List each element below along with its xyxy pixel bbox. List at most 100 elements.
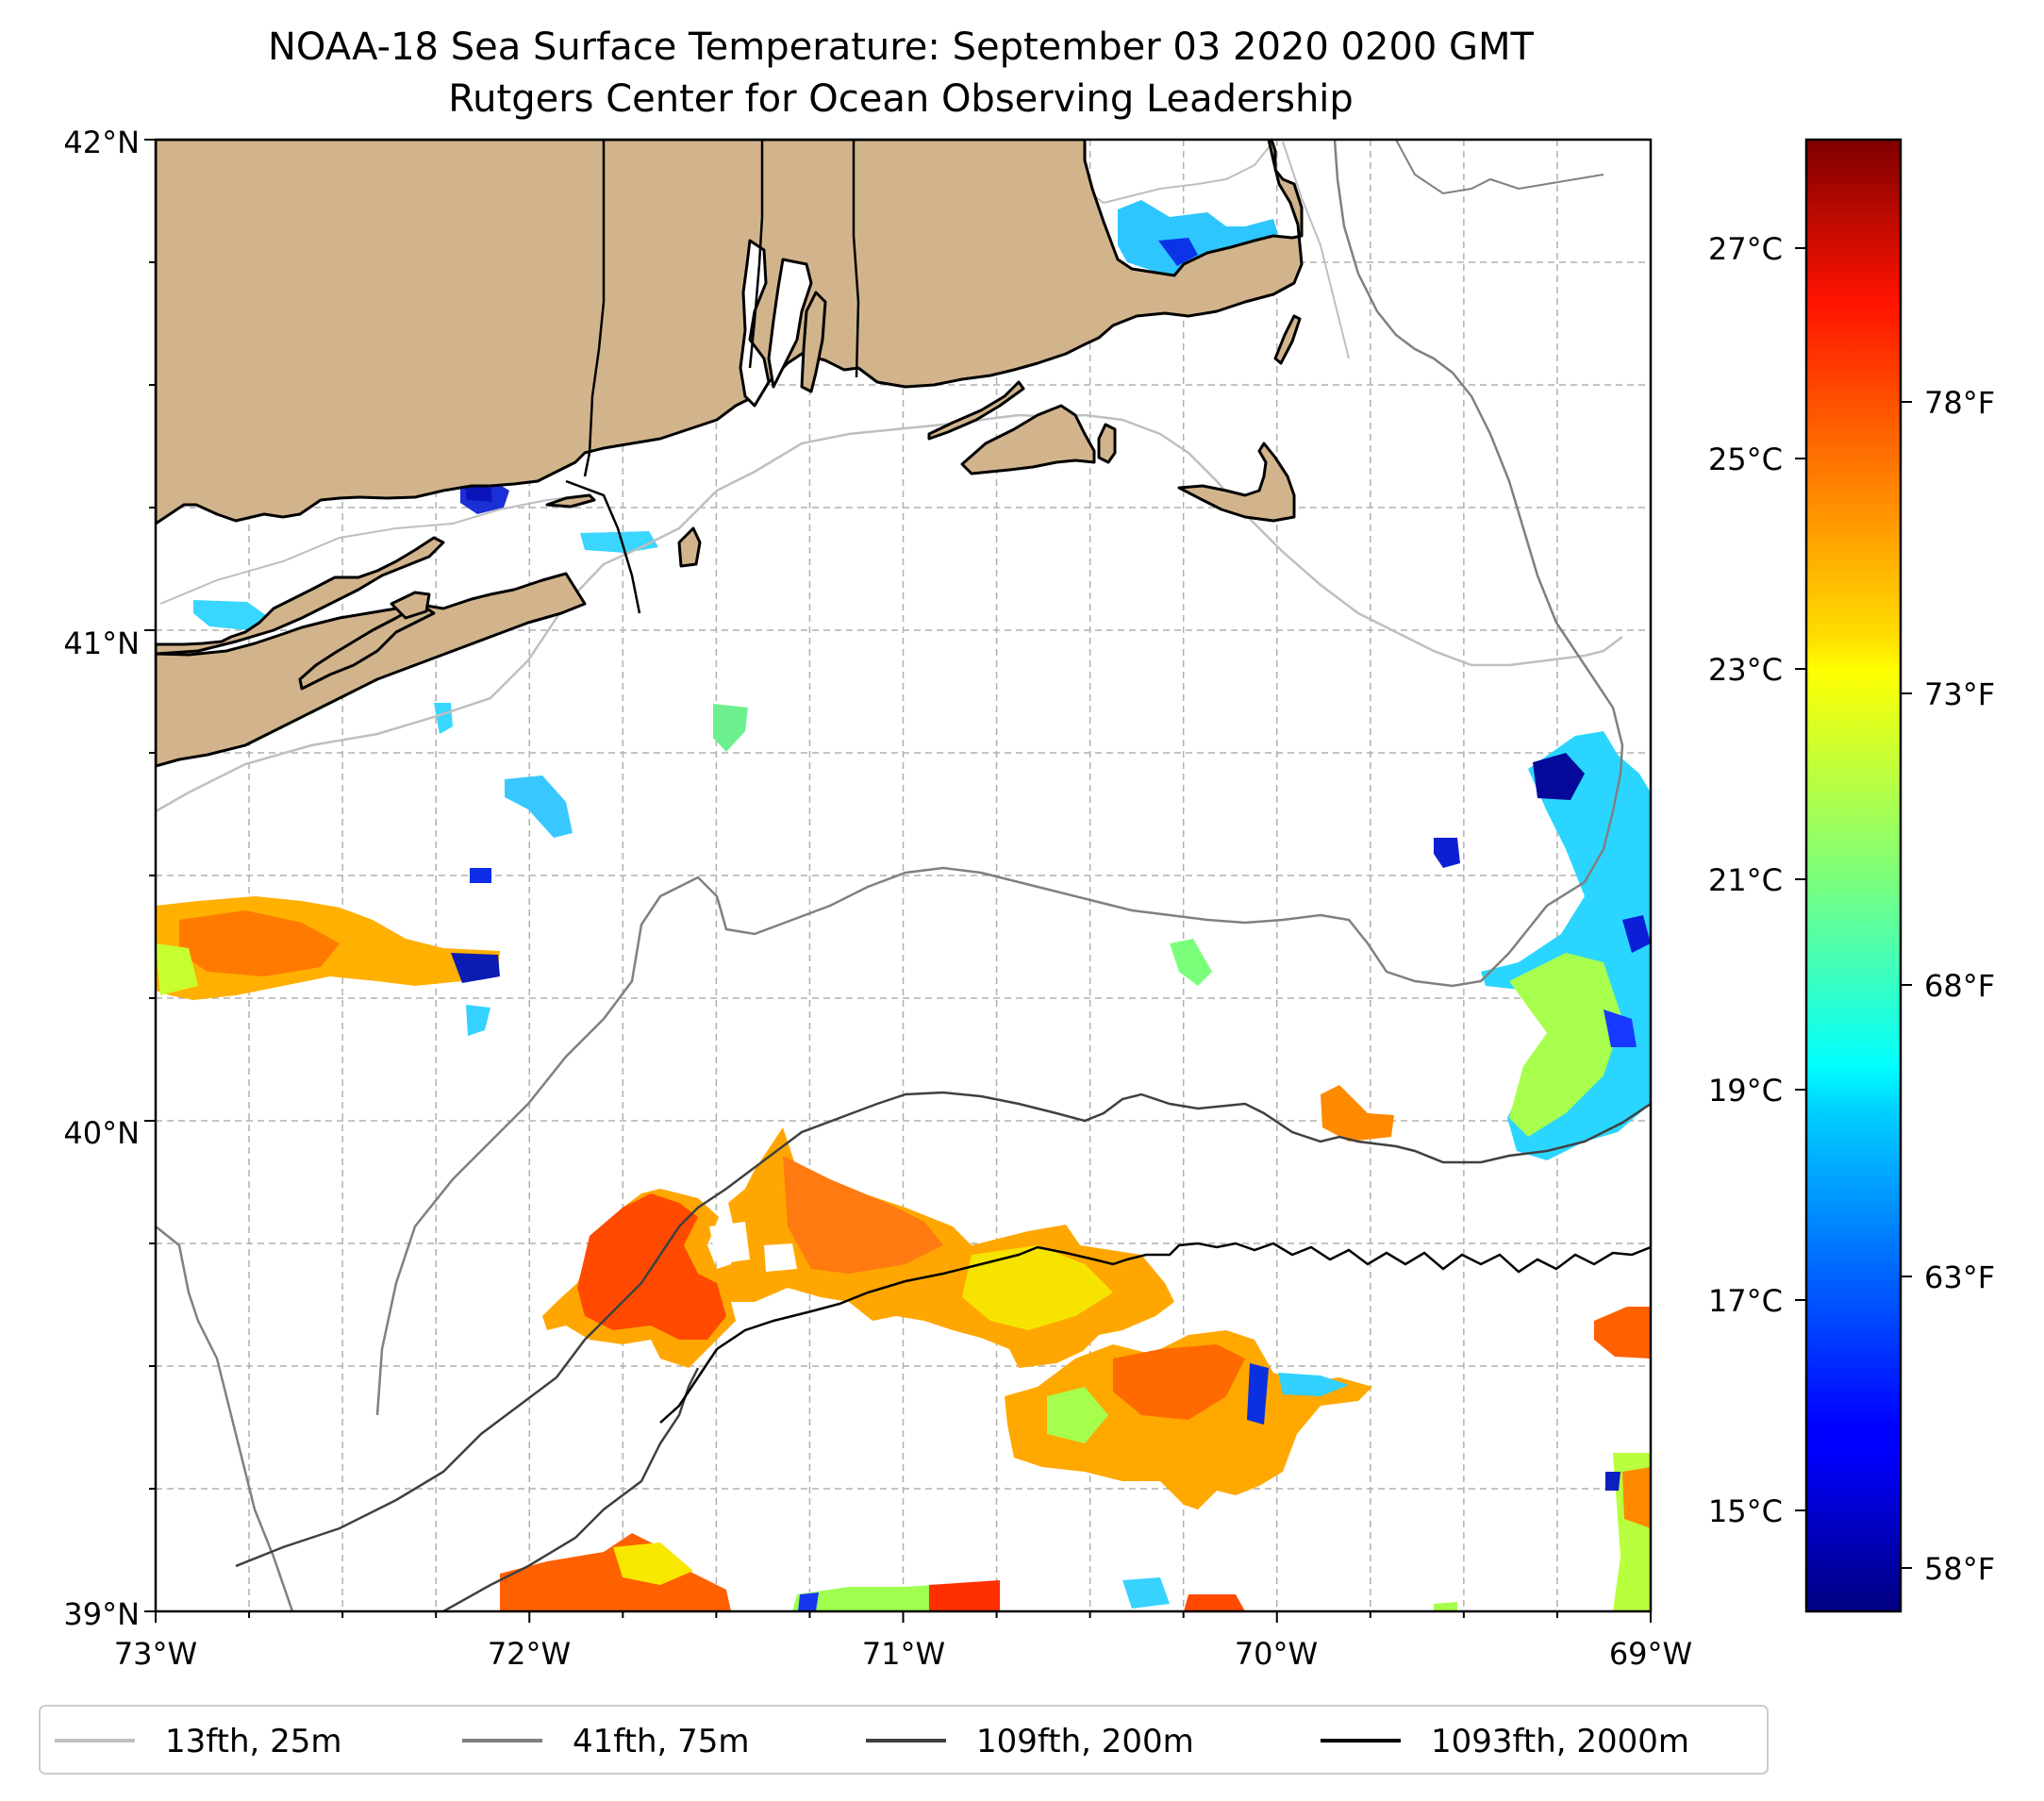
sst-patch-right-warm <box>1594 1307 1651 1359</box>
colorbar-ticks <box>1795 247 1912 1569</box>
cbar-c-15: 15°C <box>1708 1493 1783 1529</box>
axis-ticks <box>144 139 1652 1623</box>
land-aquidneck <box>800 291 827 393</box>
land-long-island <box>156 536 445 656</box>
sst-patch-bottom-left <box>500 1533 731 1611</box>
cbar-c-17: 17°C <box>1708 1283 1783 1319</box>
legend-label-200m: 109fth, 200m <box>976 1723 1194 1760</box>
cbar-c-25: 25°C <box>1708 442 1783 477</box>
lon-label-73: 73°W <box>114 1636 197 1672</box>
sst-patch-lower-cyan <box>1278 1373 1349 1396</box>
cbar-c-27: 27°C <box>1708 231 1783 267</box>
sst-patch-capecod-bay <box>1118 200 1278 281</box>
sst-patch-south-hole-2 <box>764 1243 797 1272</box>
sst-patch-cyan-west <box>466 1005 490 1036</box>
legend: 13fth, 25m 41fth, 75m 109fth, 200m 1093f… <box>39 1705 1769 1775</box>
sst-patch-east-green <box>1509 953 1622 1137</box>
land-block-island <box>677 526 702 568</box>
legend-label-25m: 13fth, 25m <box>165 1723 342 1760</box>
lon-label-69: 69°W <box>1609 1636 1692 1672</box>
sst-patch-lower-green <box>1047 1387 1108 1443</box>
sst-patch-green-3 <box>1170 939 1212 986</box>
sst-patch-cyan-3 <box>434 703 453 734</box>
border-ny-ri-water <box>565 479 641 614</box>
lat-label-42: 42°N <box>63 125 140 160</box>
sst-patch-warm-lower-core <box>1113 1344 1245 1420</box>
sst-patch-warm-south-yellow <box>962 1245 1113 1330</box>
sst-patch-cyan-2 <box>505 775 573 838</box>
sst-patch-south-hole <box>709 1222 750 1264</box>
map-panel: 42°N 41°N 40°N 39°N 73°W 72°W 71°W 70°W … <box>63 125 1692 1672</box>
sst-patch-east-cold-1 <box>1533 753 1585 800</box>
land-narragansett-1 <box>739 239 771 408</box>
sst-patch-orange-1 <box>1321 1085 1394 1142</box>
sst-patch-green-1 <box>193 600 270 630</box>
sst-patch-bottom-mid-blue <box>798 1593 819 1611</box>
sst-patch-capecod-bay-blue <box>1158 238 1198 266</box>
sst-patch-cold-west <box>451 953 500 983</box>
land-chappaquiddick <box>1097 423 1117 464</box>
land-narragansett-2 <box>767 258 813 389</box>
sst-patch-blue-2 <box>470 868 491 883</box>
sst-patch-warm-south-mid <box>783 1156 943 1274</box>
sst-patch-warm-west-green <box>156 943 198 995</box>
title-line1: NOAA-18 Sea Surface Temperature: Septemb… <box>268 25 1535 69</box>
cbar-f-58: 58°F <box>1924 1551 1995 1587</box>
sst-patch-bottom-left-yellow <box>613 1543 693 1585</box>
cbar-c-23: 23°C <box>1708 652 1783 688</box>
contour-75m-2 <box>375 140 1624 1416</box>
sst-patch-bottom-cyan <box>1122 1577 1170 1609</box>
land-long-island-main <box>156 572 587 768</box>
contour-25m-inner <box>159 494 586 605</box>
land-fishers-island <box>545 493 596 509</box>
colorbar: 27°C 25°C 23°C 21°C 19°C 17°C 15°C 78°F … <box>1708 138 1995 1613</box>
contour-75m <box>156 1226 294 1611</box>
sst-patch-green-2 <box>713 704 748 752</box>
sst-patch-east-cold-3 <box>1604 1009 1637 1047</box>
cbar-f-73: 73°F <box>1924 676 1995 712</box>
sst-patch-east-cold-2 <box>1622 915 1651 953</box>
lat-label-39: 39°N <box>63 1596 140 1632</box>
lon-label-72: 72°W <box>488 1636 571 1672</box>
sst-patch-blue-3 <box>1434 838 1460 868</box>
legend-label-2000m: 1093fth, 2000m <box>1431 1723 1689 1760</box>
sst-patch-right-lower-orange <box>1622 1467 1651 1528</box>
lat-label-40: 40°N <box>63 1115 140 1151</box>
cbar-c-21: 21°C <box>1708 862 1783 898</box>
land-mainland <box>156 140 1304 525</box>
lon-label-71: 71°W <box>862 1636 945 1672</box>
cbar-f-78: 78°F <box>1924 385 1995 421</box>
contour-25m-3 <box>1282 141 1350 359</box>
border-ny-ct <box>583 140 606 477</box>
contour-25m <box>156 413 1623 813</box>
cbar-f-68: 68°F <box>1924 968 1995 1004</box>
border-ri-ma <box>852 140 860 378</box>
lon-label-70: 70°W <box>1235 1636 1318 1672</box>
cbar-f-63: 63°F <box>1924 1259 1995 1295</box>
land-marthas-vineyard <box>960 404 1096 475</box>
sst-patch-warm-west-inner <box>179 910 340 976</box>
sst-patch-lower-blue-1 <box>1247 1363 1269 1425</box>
contour-2000m <box>659 1242 1651 1424</box>
lat-label-41: 41°N <box>63 625 140 661</box>
title-line2: Rutgers Center for Ocean Observing Leade… <box>448 77 1354 121</box>
contour-200m <box>235 1091 1651 1568</box>
land-nantucket <box>1177 442 1296 523</box>
sst-patch-bottom-green <box>1434 1602 1457 1611</box>
contour-75m-3 <box>1395 140 1604 195</box>
state-borders <box>565 140 860 614</box>
sst-patch-bottom-orange <box>1184 1594 1245 1611</box>
land <box>156 140 1304 768</box>
sst-data <box>156 200 1651 1611</box>
cbar-c-19: 19°C <box>1708 1073 1783 1109</box>
border-ct-ri <box>748 140 764 369</box>
land-shelter-island <box>390 591 431 620</box>
contour-200m-2 <box>442 1367 700 1611</box>
land-monomoy <box>1273 314 1302 365</box>
sst-patch-bottom-mid-red <box>929 1580 1000 1611</box>
legend-label-75m: 41fth, 75m <box>573 1723 750 1760</box>
sst-patch-right-lower-blue <box>1605 1472 1620 1491</box>
bathymetry-contours <box>156 140 1651 1611</box>
